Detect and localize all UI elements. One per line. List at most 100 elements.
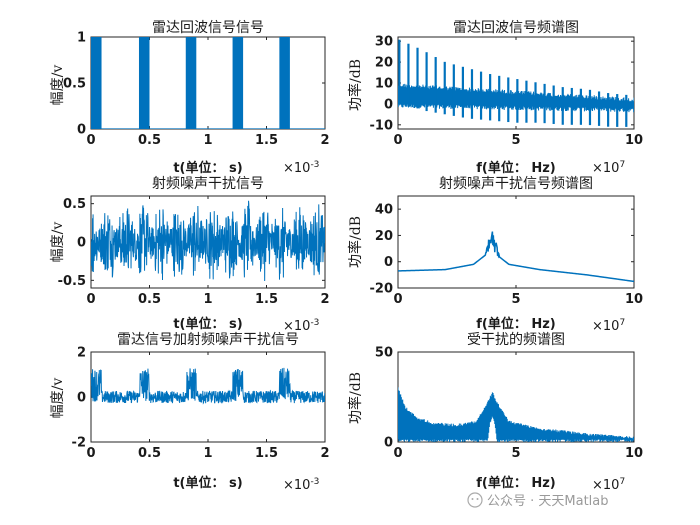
x-tick-label: 2 xyxy=(320,446,329,461)
subplot-jammed-spectrum: 受干扰的频谱图 功率/dB f(单位： Hz) ×107 0 5 10 0 50 xyxy=(347,332,643,493)
y-tick-label: 0 xyxy=(384,255,393,270)
y-tick-label: -10 xyxy=(370,118,394,133)
series-p4 xyxy=(398,231,634,283)
x-tick-label: 1.5 xyxy=(255,292,278,307)
x-tick-label: 10 xyxy=(625,133,643,148)
x-axis-exponent: ×10-3 xyxy=(283,477,319,493)
y-axis-label: 功率/dB xyxy=(347,216,364,268)
x-tick-label: 0.5 xyxy=(138,446,161,461)
x-tick-label: 1.5 xyxy=(255,133,278,148)
wechat-icon-eye-left xyxy=(471,498,474,500)
wechat-icon xyxy=(467,492,483,508)
y-tick-label: -0.5 xyxy=(58,274,86,289)
x-tick-label: 0 xyxy=(86,133,95,148)
series-p1 xyxy=(91,37,325,129)
x-tick-label: 10 xyxy=(625,446,643,461)
y-tick-label: 0.5 xyxy=(63,77,86,92)
y-axis-label: 幅度/v xyxy=(50,65,66,106)
y-axis-label: 幅度/v xyxy=(50,222,66,263)
y-axis-label: 功率/dB xyxy=(347,59,364,111)
x-tick-label: 1 xyxy=(203,133,212,148)
series-p2 xyxy=(398,39,634,127)
subplot-radar-plus-noise: 雷达信号加射频噪声干扰信号 幅度/v t(单位： s) ×10-3 0 0.5 1 1… xyxy=(50,332,330,493)
y-tick-label: 20 xyxy=(375,56,393,71)
y-axis-label: 功率/dB xyxy=(347,372,364,424)
x-tick-label: 0.5 xyxy=(138,133,161,148)
series-p5 xyxy=(91,367,325,405)
x-tick-label: 2 xyxy=(320,133,329,148)
y-tick-label: 40 xyxy=(375,203,393,218)
subplot-radar-spectrum: 雷达回波信号频谱图 功率/dB f(单位： Hz) ×107 0 5 10-1001… xyxy=(347,20,643,176)
subplot-title: 雷达回波信号信号 xyxy=(152,20,264,36)
x-tick-label: 0 xyxy=(86,292,95,307)
subplot-radar-echo: 雷达回波信号信号 幅度/v t(单位： s) ×10-3 0 0.5 1 1.5 200… xyxy=(50,20,330,176)
series-p3 xyxy=(91,200,325,281)
pulse-burst xyxy=(185,37,197,129)
pulse-burst xyxy=(279,37,290,129)
watermark: 公众号 · 天天Matlab xyxy=(467,492,609,509)
x-tick-label: 1 xyxy=(203,446,212,461)
y-tick-label: 1 xyxy=(77,31,86,46)
y-tick-label: 50 xyxy=(375,346,393,361)
y-tick-label: 10 xyxy=(375,77,393,92)
plot-area: 0 5 10 0 50 xyxy=(375,346,643,462)
jammed-spectrum xyxy=(398,387,634,442)
subplot-rf-noise: 射频噪声干扰信号 幅度/v t(单位： s) ×10-3 0 0.5 1 1.5 2 -0… xyxy=(50,176,330,334)
plot-area: 0 0.5 1 1.5 2-202 xyxy=(72,346,330,462)
subplot-title: 雷达信号加射频噪声干扰信号 xyxy=(117,332,299,348)
x-tick-label: 5 xyxy=(511,446,520,461)
y-axis-label: 幅度/v xyxy=(50,378,66,419)
x-axis-label: t(单位： s) xyxy=(173,160,242,176)
x-axis-exponent: ×10-3 xyxy=(283,160,319,176)
wechat-icon-eye-right xyxy=(476,498,479,500)
y-tick-label: 0 xyxy=(77,391,86,406)
pulse-burst xyxy=(232,37,244,129)
x-axis-label: t(单位： s) xyxy=(173,316,242,332)
x-axis-exponent: ×10-3 xyxy=(283,318,319,334)
y-tick-label: 0.5 xyxy=(63,197,86,212)
y-tick-label: 2 xyxy=(77,346,86,361)
y-tick-label: 30 xyxy=(375,35,393,50)
x-tick-label: 1 xyxy=(203,292,212,307)
x-tick-label: 0 xyxy=(393,133,402,148)
watermark-text: 公众号 · 天天Matlab xyxy=(487,494,609,509)
x-tick-label: 1.5 xyxy=(255,446,278,461)
x-tick-label: 0 xyxy=(86,446,95,461)
x-tick-label: 0 xyxy=(393,292,402,307)
plot-area: 0 0.5 1 1.5 2 0 0.5 1 xyxy=(63,31,330,149)
noisy-radar-signal xyxy=(91,367,325,405)
x-axis-label: f(单位： Hz) xyxy=(476,160,556,176)
x-axis-exponent: ×107 xyxy=(592,318,625,334)
x-axis-label: t(单位： s) xyxy=(173,475,242,491)
subplot-title: 射频噪声干扰信号 xyxy=(152,176,264,192)
y-tick-label: 0 xyxy=(77,123,86,138)
x-tick-label: 2 xyxy=(320,292,329,307)
pulse-burst xyxy=(91,37,102,129)
x-axis-label: f(单位： Hz) xyxy=(476,475,556,491)
subplot-title: 射频噪声干扰信号频谱图 xyxy=(439,176,593,192)
series-p6 xyxy=(398,387,634,442)
plot-area: 0 0.5 1 1.5 2-0.500.5 xyxy=(58,195,330,307)
noise-signal xyxy=(91,200,325,281)
x-tick-label: 0 xyxy=(393,446,402,461)
y-tick-label: -20 xyxy=(370,282,394,297)
y-tick-label: 0 xyxy=(384,97,393,112)
x-tick-label: 10 xyxy=(625,292,643,307)
subplot-rf-noise-spectrum: 射频噪声干扰信号频谱图 功率/dB f(单位： Hz) ×107 0 5 10 -20… xyxy=(347,176,643,334)
x-tick-label: 0.5 xyxy=(138,292,161,307)
y-tick-label: 0 xyxy=(384,436,393,451)
spectrum-curve xyxy=(398,231,634,283)
subplot-title: 雷达回波信号频谱图 xyxy=(453,20,579,36)
x-tick-label: 5 xyxy=(511,292,520,307)
y-tick-label: 0 xyxy=(77,236,86,251)
x-tick-label: 5 xyxy=(511,133,520,148)
spectrum-band xyxy=(398,83,634,113)
x-axis-exponent: ×107 xyxy=(592,160,625,176)
x-axis-label: f(单位： Hz) xyxy=(476,316,556,332)
y-tick-label: 20 xyxy=(375,229,393,244)
subplot-title: 受干扰的频谱图 xyxy=(467,332,565,348)
pulse-burst xyxy=(138,37,150,129)
